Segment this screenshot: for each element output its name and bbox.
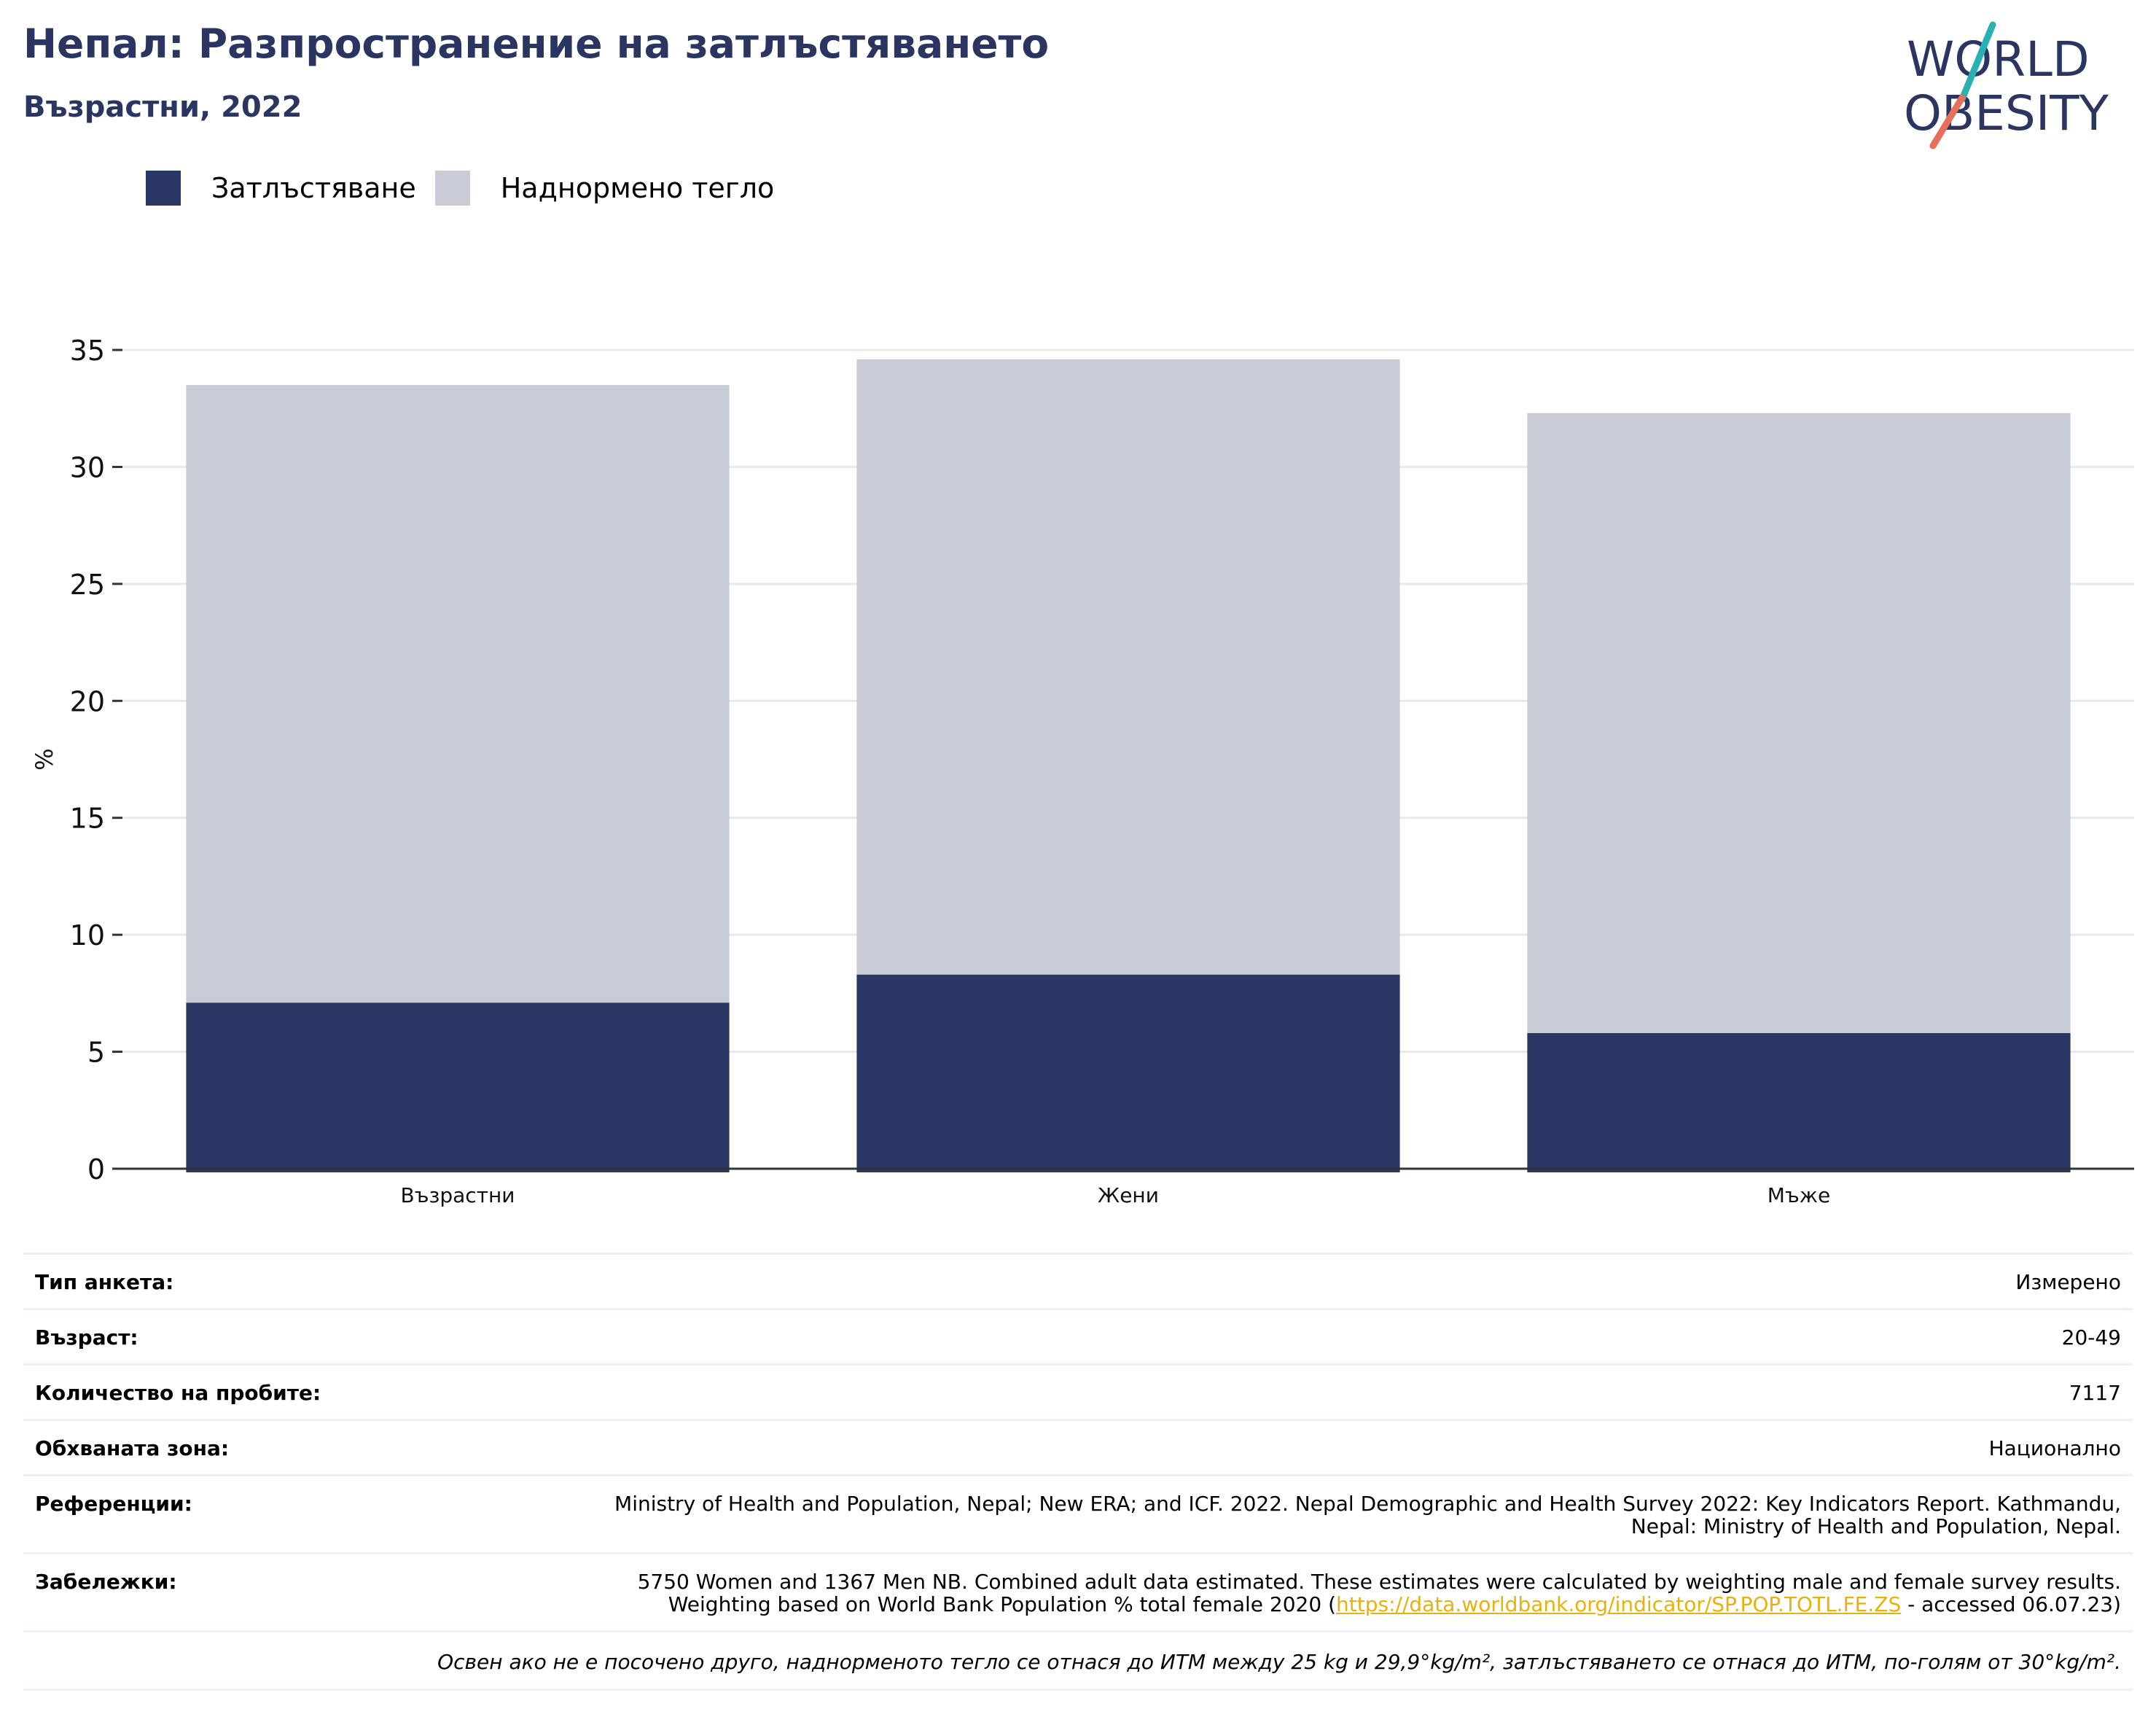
chart-title: Непал: Разпространение на затлъстяването [23,20,1050,67]
bar-overweight-1 [856,359,1400,975]
info-value: 5750 Women and 1367 Men NB. Combined adu… [605,1570,2121,1616]
bar-obesity-0 [186,1002,730,1172]
footnote: Освен ако не е посочено друго, наднормен… [23,1630,2133,1691]
info-row-sample-size: Количество на пробите: 7117 [23,1363,2133,1419]
legend-swatch-obesity [146,171,181,206]
x-tick-label: Жени [1098,1183,1159,1207]
y-tick-label: 0 [87,1153,105,1185]
legend-label-overweight: Наднормено тегло [500,172,775,204]
bar-overweight-0 [186,385,730,1003]
info-value: 20-49 [2061,1325,2121,1350]
info-row-age: Възраст: 20-49 [23,1308,2133,1363]
x-tick-label: Мъже [1768,1183,1830,1207]
stacked-bar-chart: 0 5 10 15 20 25 30 35% Възрастни Жени Мъже [31,335,2134,1207]
info-value: Национално [1988,1436,2121,1460]
bar-obesity-2 [1527,1032,2071,1172]
info-row-survey-type: Тип анкета: Измерено [23,1253,2133,1308]
info-value: Измерено [2015,1270,2121,1294]
chart-legend: Затлъстяване Наднормено тегло [146,168,793,209]
x-tick-label: Възрастни [400,1183,515,1207]
info-row-references: Референции: Ministry of Health and Popul… [23,1474,2133,1552]
legend-item-overweight: Наднормено тегло [434,171,775,206]
y-tick-label: 15 [70,803,105,835]
logo-line2: OBESITY [1904,85,2109,141]
info-key: Количество на пробите: [35,1381,321,1405]
info-key: Референции: [35,1492,192,1516]
world-obesity-logo: WORLD OBESITY [1904,21,2109,149]
info-key: Обхваната зона: [35,1436,230,1460]
logo-slash-top [1958,21,1996,103]
chart-subtitle: Възрастни, 2022 [23,90,302,124]
info-value: 7117 [2069,1381,2121,1405]
logo-slash-bottom [1929,94,1966,149]
notes-text-after: - accessed 06.07.23) [1901,1592,2121,1616]
legend-item-obesity: Затлъстяване [146,171,416,206]
y-tick-label: 20 [70,685,105,717]
y-tick-label: 5 [87,1037,105,1069]
y-axis-label: % [31,748,58,770]
logo-line1: WORLD [1907,31,2090,87]
legend-swatch-overweight [434,171,470,206]
bar-overweight-2 [1527,413,2071,1033]
notes-text: 5750 Women and 1367 Men NB. Combined adu… [637,1570,2121,1616]
bar-obesity-1 [856,974,1400,1172]
worldbank-link[interactable]: https://data.worldbank.org/indicator/SP.… [1336,1592,1902,1616]
info-key: Забележки: [35,1570,177,1594]
info-value: Ministry of Health and Population, Nepal… [614,1492,2121,1538]
survey-info-table: Тип анкета: Измерено Възраст: 20-49 Коли… [23,1253,2133,1691]
y-tick-label: 10 [70,919,105,951]
info-row-notes: Забележки: 5750 Women and 1367 Men NB. C… [23,1552,2133,1630]
y-tick-label: 30 [70,451,105,483]
info-key: Тип анкета: [35,1270,174,1294]
y-tick-label: 35 [70,335,105,367]
info-key: Възраст: [35,1325,138,1350]
info-row-area: Обхваната зона: Национално [23,1419,2133,1474]
legend-label-obesity: Затлъстяване [211,172,416,204]
y-tick-label: 25 [70,569,105,601]
